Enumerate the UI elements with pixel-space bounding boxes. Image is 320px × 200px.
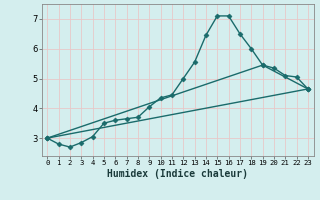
X-axis label: Humidex (Indice chaleur): Humidex (Indice chaleur) <box>107 169 248 179</box>
